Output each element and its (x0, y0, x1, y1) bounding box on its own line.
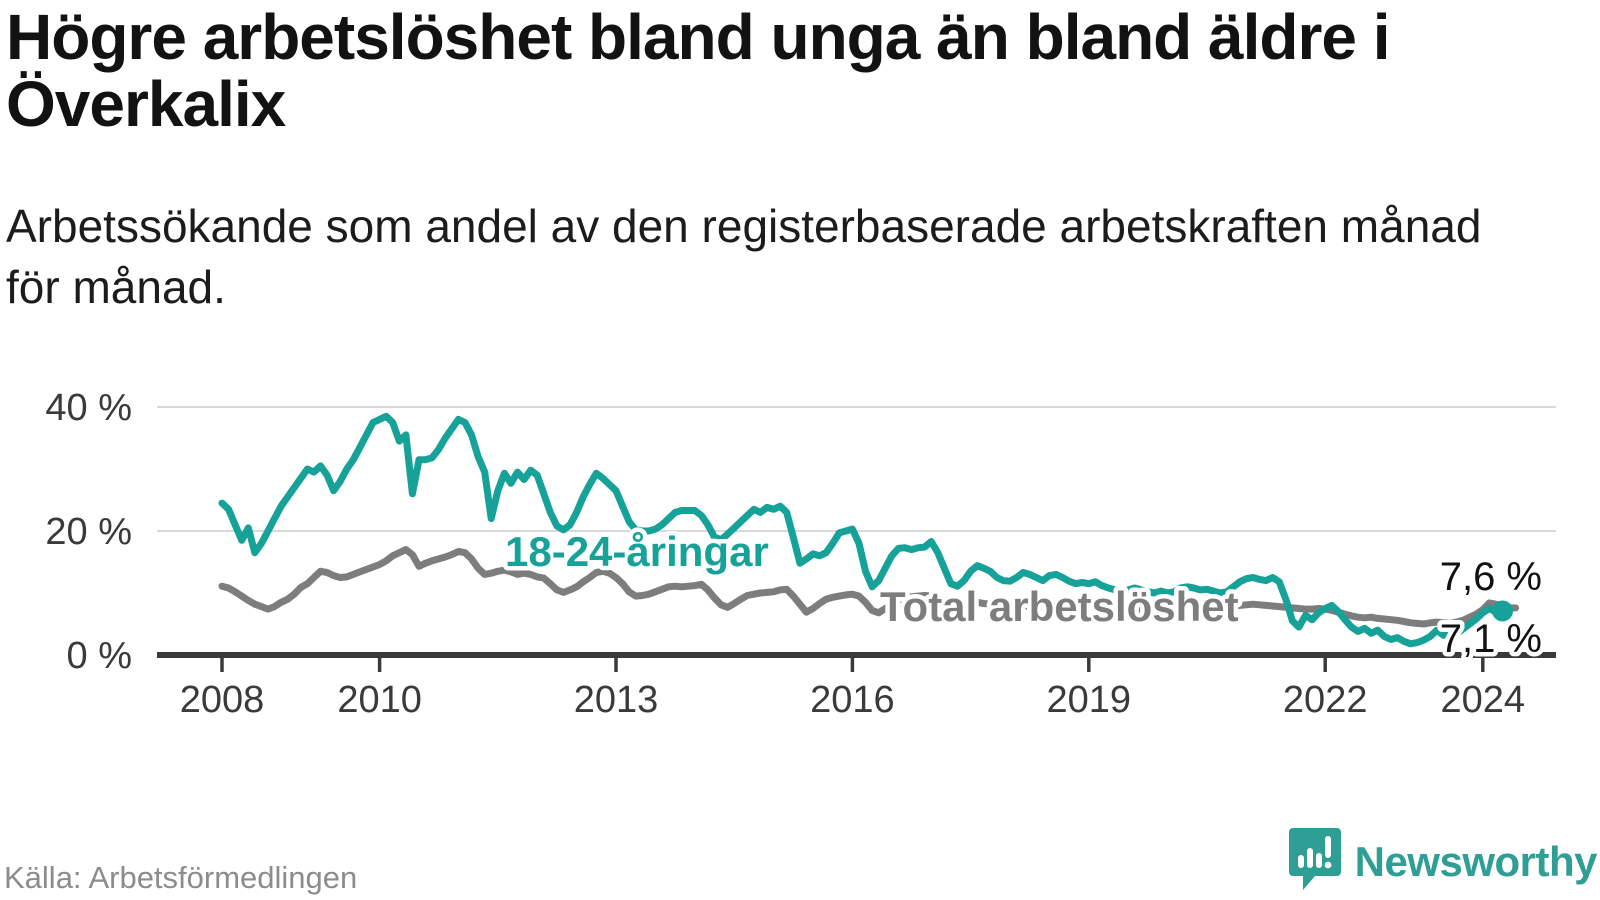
title-line-1: Högre arbetslöshet bland unga än bland ä… (6, 1, 1391, 73)
newsworthy-pin-icon (1288, 828, 1341, 895)
chart-subtitle: Arbetssökande som andel av den registerb… (6, 196, 1586, 317)
end-value-label-total: 7,6 % (1440, 555, 1542, 599)
subtitle-line-2: för månad. (6, 260, 226, 313)
series-label-18-24: 18-24-åringar (505, 528, 769, 575)
x-tick-label-2024: 2024 (1441, 679, 1526, 721)
subtitle-line-1: Arbetssökande som andel av den registerb… (6, 200, 1482, 252)
y-tick-label-40: 40 % (45, 387, 132, 429)
x-axis: 2008 2010 2013 2016 2019 2022 2024 (157, 652, 1556, 721)
x-tick-label-2010: 2010 (337, 679, 422, 721)
x-tick-label-2013: 2013 (574, 679, 659, 721)
x-tick-label-2008: 2008 (180, 679, 265, 721)
x-tick-label-2022: 2022 (1283, 679, 1368, 721)
y-tick-label-20: 20 % (45, 511, 132, 553)
source-note: Källa: Arbetsförmedlingen (4, 860, 358, 895)
newsworthy-logo: Newsworthy (1288, 828, 1598, 895)
series-labels: 18-24-åringar Total arbetslöshet (501, 524, 1244, 635)
series-label-total: Total arbetslöshet (880, 583, 1239, 630)
y-axis-labels: 0 % 20 % 40 % (45, 387, 132, 677)
series-lines (218, 412, 1520, 648)
series-line-total (218, 546, 1520, 628)
pin-bubble-shape (1288, 828, 1341, 890)
end-value-label-18-24: 7,1 % (1440, 617, 1542, 661)
series-end-dot-18-24 (1492, 600, 1513, 622)
series-line-18-24 (218, 412, 1506, 648)
gridlines (157, 406, 1556, 532)
x-tick-label-2019: 2019 (1047, 679, 1132, 721)
title-line-2: Överkalix (6, 68, 286, 141)
newsworthy-wordmark: Newsworthy (1354, 837, 1598, 885)
end-value-labels: 7,6 % 7,1 % (1435, 551, 1546, 666)
page-title: Högre arbetslöshet bland unga än bland ä… (6, 1, 1586, 141)
y-tick-label-0: 0 % (67, 635, 132, 677)
x-tick-label-2016: 2016 (810, 679, 895, 721)
